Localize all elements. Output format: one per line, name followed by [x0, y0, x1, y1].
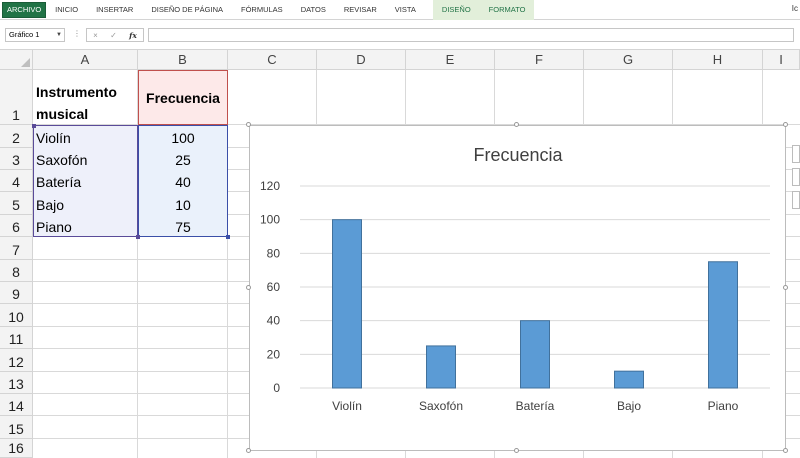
tab-diseno-pagina[interactable]: DISEÑO DE PÁGINA — [151, 5, 224, 14]
y-tick-label: 40 — [267, 314, 281, 328]
name-box[interactable]: Gráfico 1 ▼ — [5, 28, 65, 42]
category-range — [33, 125, 138, 237]
row-header-14[interactable]: 14 — [0, 394, 33, 416]
column-header-e[interactable]: E — [406, 50, 495, 70]
bar-chart[interactable]: Frecuencia 0 20 40 60 80 100 120 Violín Saxofón Ba… — [249, 125, 786, 451]
column-header-h[interactable]: H — [673, 50, 763, 70]
series-name-range — [138, 70, 228, 125]
range-handle[interactable] — [32, 124, 36, 128]
cell-b2[interactable]: 100 — [171, 130, 195, 146]
cell-b1[interactable]: Frecuencia — [146, 90, 220, 106]
row-header-1[interactable]: 1 — [0, 70, 33, 125]
row-header-15[interactable]: 15 — [0, 416, 33, 439]
y-tick-label: 80 — [267, 246, 281, 260]
formula-bar: Gráfico 1 ▼ ⋮ × ✓ fx — [0, 20, 800, 50]
resize-handle[interactable] — [783, 448, 788, 453]
x-tick-label: Bajo — [617, 399, 641, 413]
tab-formulas[interactable]: FÓRMULAS — [241, 5, 283, 14]
x-tick-label: Violín — [332, 399, 362, 413]
cell-b5[interactable]: 10 — [175, 197, 191, 213]
select-all-button[interactable] — [0, 50, 33, 70]
cell-a3[interactable]: Saxofón — [36, 152, 88, 168]
bar-piano — [708, 261, 738, 389]
tab-vista[interactable]: VISTA — [394, 5, 416, 14]
row-header-7[interactable]: 7 — [0, 237, 33, 260]
column-header-a[interactable]: A — [33, 50, 138, 70]
column-header-c[interactable]: C — [228, 50, 317, 70]
bar-saxofón — [426, 345, 456, 389]
row-header-3[interactable]: 3 — [0, 148, 33, 170]
tab-formato[interactable]: FORMATO — [479, 0, 535, 20]
range-handle[interactable] — [226, 235, 230, 239]
chart-title: Frecuencia — [473, 145, 563, 165]
bar-bajo — [614, 370, 644, 389]
column-header-d[interactable]: D — [317, 50, 406, 70]
cell-b6[interactable]: 75 — [175, 219, 191, 235]
cell-a2[interactable]: Violín — [36, 130, 71, 146]
row-header-10[interactable]: 10 — [0, 304, 33, 327]
formula-input[interactable] — [148, 28, 794, 42]
tab-revisar[interactable]: REVISAR — [343, 5, 377, 14]
y-tick-label: 100 — [260, 213, 280, 227]
column-header-g[interactable]: G — [584, 50, 673, 70]
x-tick-label: Piano — [708, 399, 739, 413]
resize-handle[interactable] — [514, 448, 519, 453]
row-header-13[interactable]: 13 — [0, 372, 33, 394]
tab-diseno[interactable]: DISEÑO — [432, 0, 480, 20]
resize-handle[interactable] — [514, 122, 519, 127]
values-range — [138, 125, 228, 237]
y-tick-label: 120 — [260, 179, 280, 193]
chart-elements-button[interactable] — [792, 145, 800, 163]
range-handle[interactable] — [136, 235, 140, 239]
resize-handle[interactable] — [246, 448, 251, 453]
row-header-16[interactable]: 16 — [0, 439, 33, 458]
tab-insertar[interactable]: INSERTAR — [96, 5, 134, 14]
row-header-4[interactable]: 4 — [0, 170, 33, 192]
resize-handle[interactable] — [246, 122, 251, 127]
chevron-down-icon[interactable]: ▼ — [56, 32, 62, 38]
chart-styles-button[interactable] — [792, 168, 800, 186]
row-header-8[interactable]: 8 — [0, 260, 33, 282]
column-header-b[interactable]: B — [138, 50, 228, 70]
cell-a6[interactable]: Piano — [36, 219, 72, 235]
formula-buttons: × ✓ fx — [86, 28, 144, 42]
row-header-5[interactable]: 5 — [0, 192, 33, 215]
tab-inicio[interactable]: INICIO — [55, 5, 79, 14]
x-tick-label: Batería — [516, 399, 555, 413]
cell-a1-line1[interactable]: Instrumento — [36, 84, 117, 100]
tab-datos[interactable]: DATOS — [300, 5, 326, 14]
name-box-value: Gráfico 1 — [9, 30, 40, 39]
row-header-9[interactable]: 9 — [0, 282, 33, 304]
chart-canvas: Frecuencia 0 20 40 60 80 100 120 Violín Saxofón Ba… — [260, 145, 770, 413]
worksheet-grid[interactable]: A B C D E F G H I 1 2 3 4 5 6 7 8 9 10 1… — [0, 50, 800, 458]
ribbon-tabs: ARCHIVO INICIO INSERTAR DISEÑO DE PÁGINA… — [0, 0, 800, 20]
resize-handle[interactable] — [246, 285, 251, 290]
user-label[interactable]: Ic — [791, 4, 798, 13]
cancel-icon[interactable]: × — [93, 30, 98, 40]
cell-a5[interactable]: Bajo — [36, 197, 65, 213]
enter-icon[interactable]: ✓ — [110, 30, 117, 40]
bar-violín — [332, 219, 362, 389]
x-tick-label: Saxofón — [419, 399, 463, 413]
chart-filters-button[interactable] — [792, 191, 800, 209]
resize-handle[interactable] — [783, 122, 788, 127]
grip-icon: ⋮ — [73, 29, 81, 38]
fx-icon[interactable]: fx — [129, 30, 137, 40]
column-header-f[interactable]: F — [495, 50, 584, 70]
column-header-i[interactable]: I — [763, 50, 800, 70]
cell-a4[interactable]: Batería — [36, 174, 82, 190]
cell-b4[interactable]: 40 — [175, 174, 191, 190]
cell-a1-line2[interactable]: musical — [36, 106, 89, 122]
row-header-2[interactable]: 2 — [0, 125, 33, 148]
row-header-6[interactable]: 6 — [0, 215, 33, 237]
y-tick-label: 0 — [273, 381, 280, 395]
y-tick-label: 20 — [267, 347, 281, 361]
tab-archivo[interactable]: ARCHIVO — [2, 1, 47, 18]
row-header-12[interactable]: 12 — [0, 349, 33, 372]
resize-handle[interactable] — [783, 285, 788, 290]
y-tick-label: 60 — [267, 280, 281, 294]
cell-b3[interactable]: 25 — [175, 152, 191, 168]
bar-batería — [520, 320, 550, 389]
row-header-11[interactable]: 11 — [0, 327, 33, 349]
